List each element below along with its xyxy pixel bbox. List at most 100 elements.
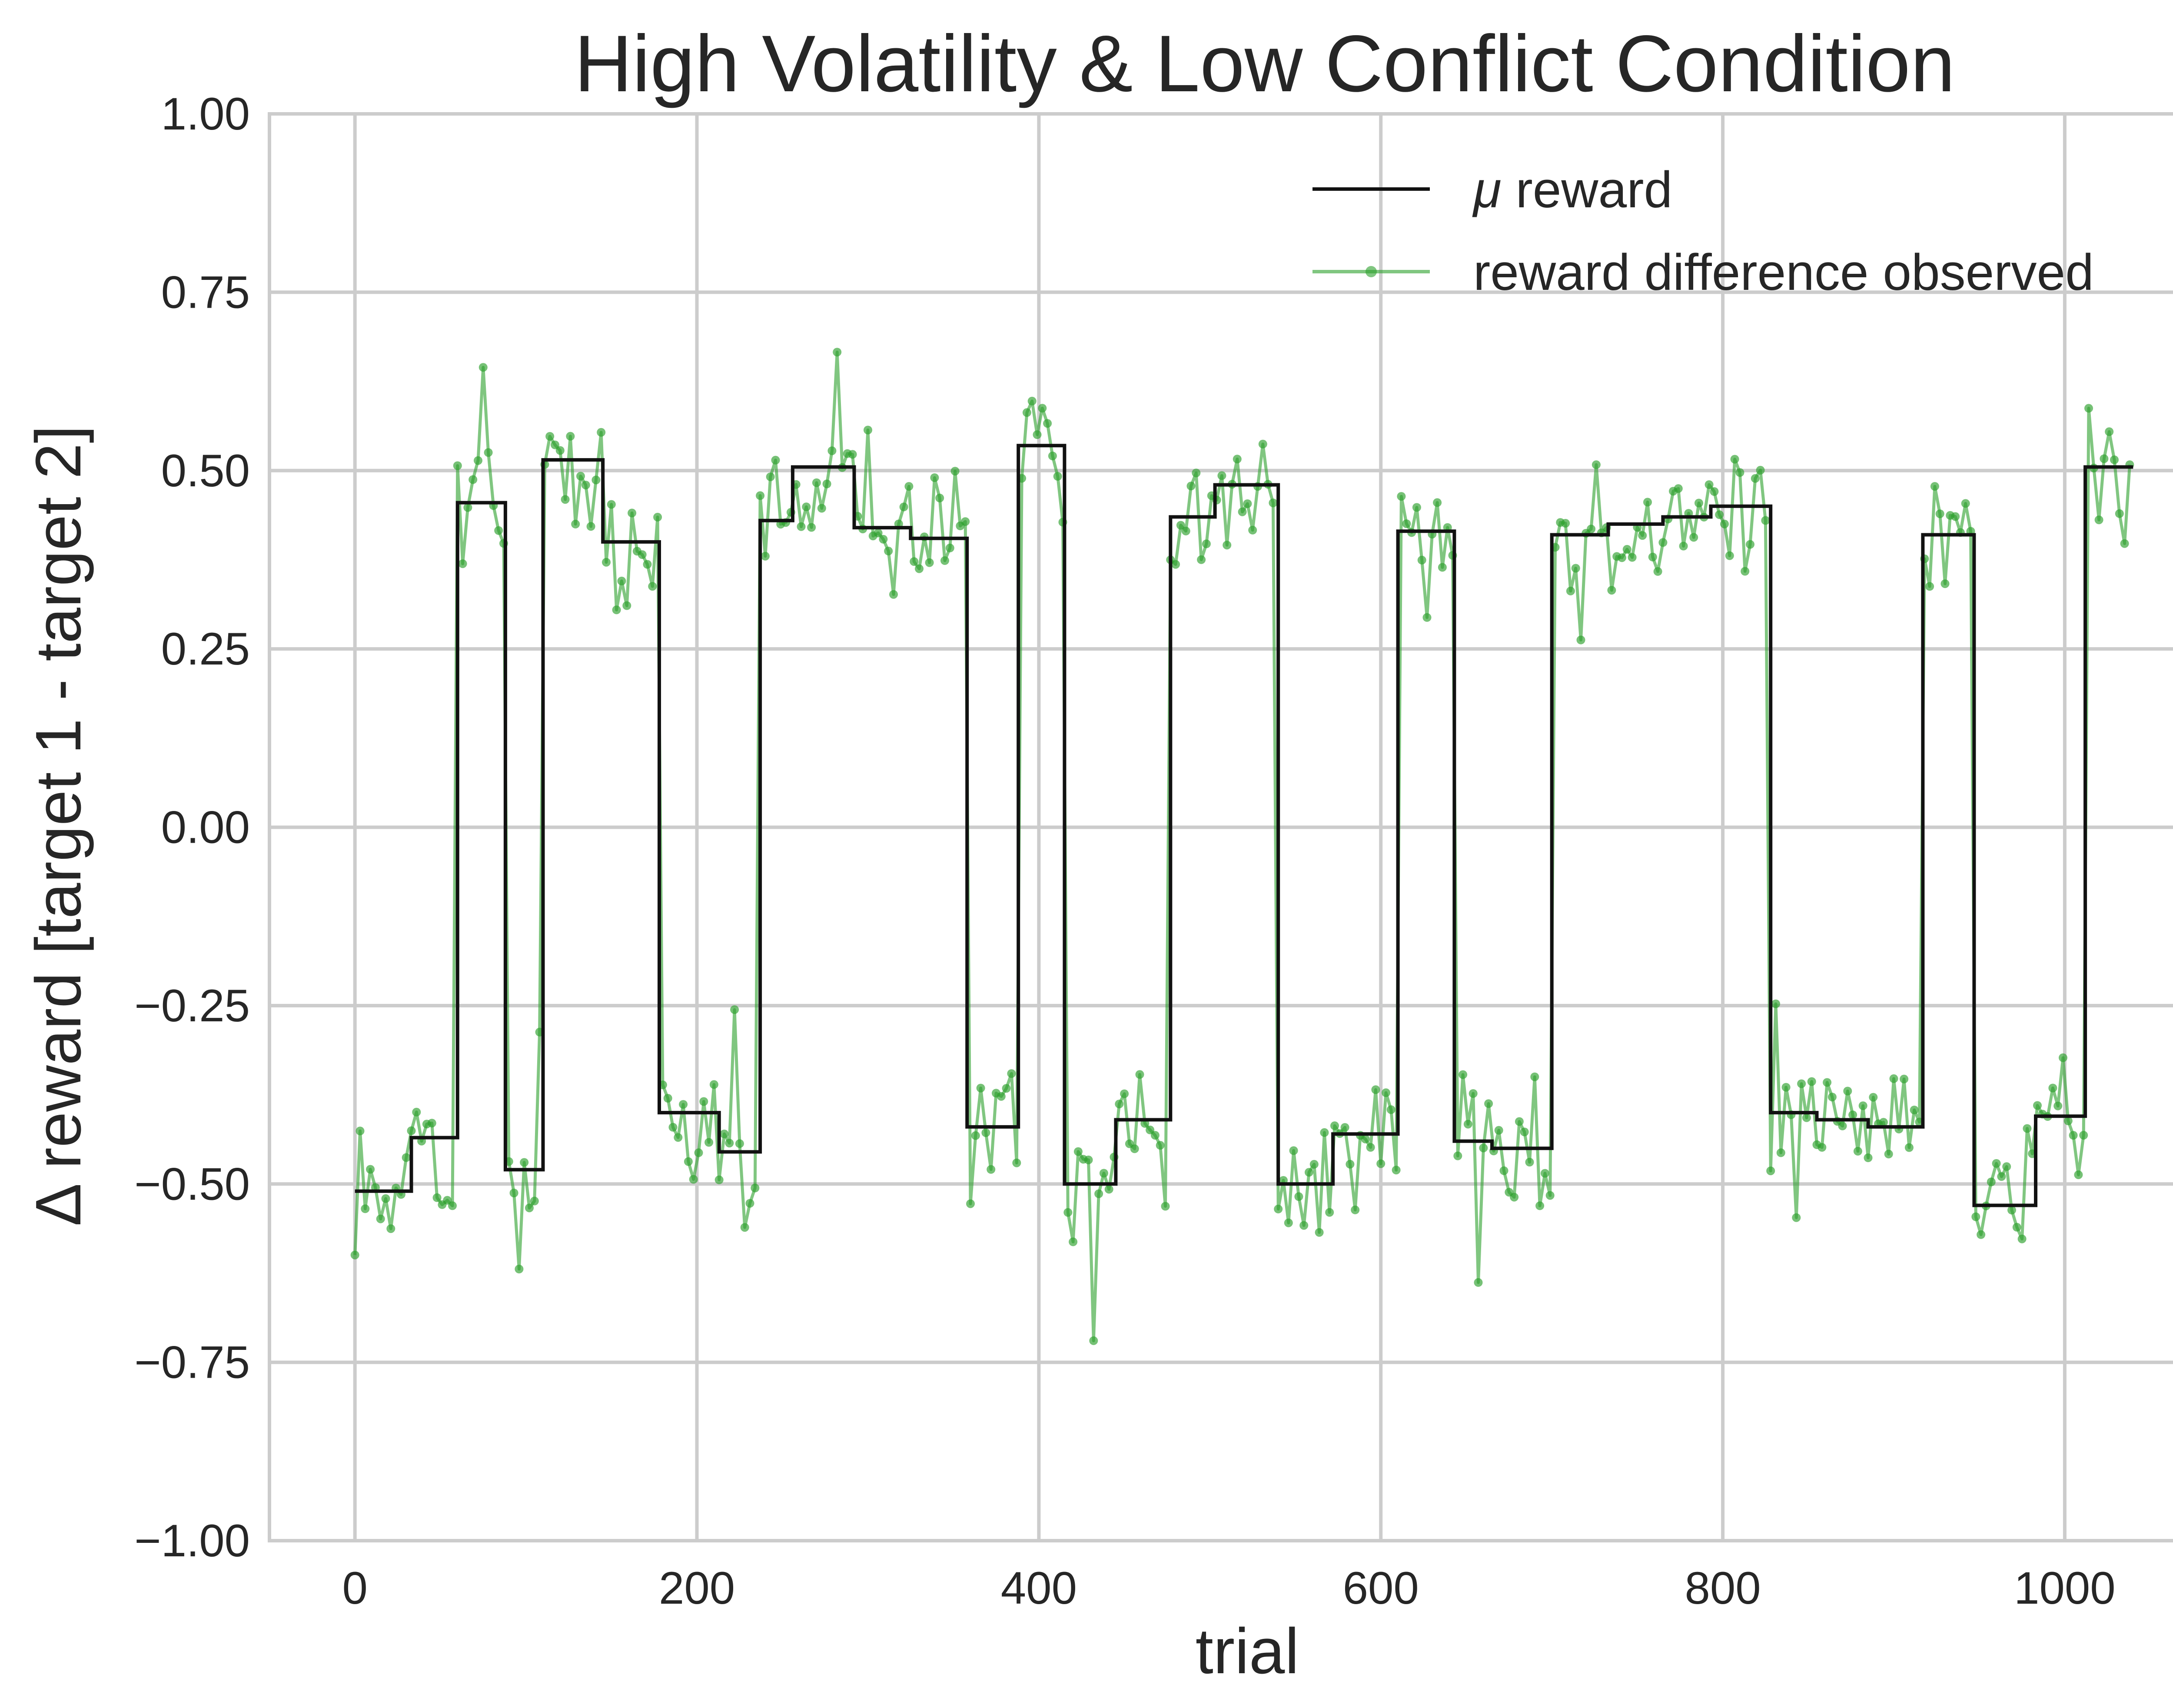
observed-point bbox=[1858, 1101, 1867, 1110]
legend-mu-label: μ reward bbox=[1472, 161, 1672, 219]
observed-point bbox=[1027, 396, 1037, 405]
observed-point bbox=[1217, 471, 1226, 480]
chart-title: High Volatility & Low Conflict Condition bbox=[574, 19, 1955, 109]
observed-point bbox=[1469, 1089, 1478, 1098]
observed-point bbox=[432, 1193, 442, 1202]
y-tick-labels: −1.00 −0.75 −0.50 −0.25 0.00 0.25 0.50 0.75 1.00 bbox=[134, 89, 250, 1566]
observed-point bbox=[833, 348, 842, 357]
observed-point bbox=[1792, 1213, 1801, 1222]
observed-point bbox=[2033, 1101, 2042, 1110]
observed-point bbox=[2069, 1131, 2078, 1140]
observed-point bbox=[1161, 1202, 1170, 1211]
observed-point bbox=[2115, 509, 2124, 518]
observed-point bbox=[1351, 1205, 1360, 1214]
observed-point bbox=[1520, 1127, 1529, 1136]
observed-point bbox=[971, 1131, 980, 1140]
observed-point bbox=[1346, 1160, 1355, 1169]
observed-point bbox=[1315, 1228, 1324, 1237]
observed-point bbox=[966, 1199, 975, 1208]
observed-point bbox=[607, 500, 616, 509]
y-tick-label: 0.75 bbox=[161, 267, 250, 318]
observed-point bbox=[1243, 499, 1252, 508]
observed-point bbox=[751, 1183, 760, 1193]
observed-point bbox=[1674, 484, 1683, 493]
observed-point bbox=[1386, 1105, 1396, 1114]
y-tick-label: −1.00 bbox=[134, 1515, 250, 1566]
observed-point bbox=[412, 1107, 421, 1117]
observed-point bbox=[1751, 474, 1760, 483]
observed-point bbox=[874, 528, 883, 538]
observed-point bbox=[797, 522, 806, 531]
observed-point bbox=[638, 550, 647, 559]
observed-point bbox=[802, 502, 811, 512]
observed-point bbox=[576, 472, 585, 481]
observed-point bbox=[1592, 460, 1601, 469]
observed-point bbox=[1910, 1106, 1919, 1114]
observed-point bbox=[1330, 1121, 1339, 1130]
observed-point bbox=[427, 1119, 436, 1128]
observed-point bbox=[1305, 1168, 1313, 1177]
observed-point bbox=[1618, 553, 1626, 562]
observed-point bbox=[904, 482, 914, 491]
observed-point bbox=[1807, 1077, 1816, 1086]
observed-point bbox=[1171, 560, 1180, 569]
observed-point bbox=[1771, 999, 1780, 1008]
observed-point bbox=[1940, 579, 1950, 588]
observed-point bbox=[1638, 531, 1647, 540]
plot-frame bbox=[268, 112, 2173, 1542]
observed-point bbox=[2105, 427, 2114, 436]
observed-point bbox=[945, 543, 954, 552]
legend-observed-label: reward difference observed bbox=[1473, 244, 2094, 301]
observed-point bbox=[1073, 1147, 1083, 1156]
observed-point bbox=[2053, 1101, 2063, 1110]
observed-point bbox=[694, 1148, 703, 1157]
observed-point bbox=[709, 1080, 718, 1089]
observed-point bbox=[1186, 482, 1196, 491]
observed-point bbox=[1248, 525, 1257, 535]
observed-point bbox=[1545, 1191, 1555, 1200]
observed-point bbox=[1510, 1193, 1519, 1202]
observed-point bbox=[2094, 515, 2103, 525]
observed-point bbox=[555, 446, 565, 455]
observed-point bbox=[1033, 430, 1042, 439]
observed-point bbox=[668, 1123, 678, 1132]
observed-point bbox=[2074, 1170, 2083, 1180]
observed-point bbox=[771, 455, 780, 465]
observed-point bbox=[1433, 498, 1442, 507]
observed-point bbox=[2084, 404, 2093, 413]
observed-point bbox=[822, 479, 831, 488]
observed-point bbox=[663, 1094, 672, 1103]
observed-point bbox=[643, 560, 652, 569]
observed-point bbox=[1817, 1143, 1827, 1152]
observed-point bbox=[1884, 1150, 1893, 1159]
observed-point bbox=[1761, 516, 1770, 525]
observed-point bbox=[1735, 468, 1744, 477]
observed-point bbox=[740, 1223, 749, 1232]
observed-point bbox=[915, 564, 924, 573]
observed-point bbox=[1417, 555, 1426, 565]
observed-point bbox=[366, 1165, 375, 1174]
observed-point bbox=[586, 522, 595, 531]
observed-point bbox=[997, 1092, 1006, 1101]
observed-point bbox=[515, 1265, 524, 1273]
x-tick-label: 600 bbox=[1343, 1563, 1419, 1614]
observed-point bbox=[976, 1083, 985, 1093]
y-tick-label: 1.00 bbox=[161, 89, 250, 140]
observed-point bbox=[807, 523, 816, 532]
y-tick-label: 0.50 bbox=[161, 445, 250, 496]
observed-point bbox=[1643, 498, 1652, 507]
observed-point bbox=[1422, 613, 1432, 622]
observed-point bbox=[1320, 1128, 1329, 1137]
observed-point bbox=[1628, 553, 1637, 562]
observed-point bbox=[453, 461, 462, 470]
observed-point bbox=[530, 1196, 539, 1206]
observed-point bbox=[761, 552, 770, 561]
observed-point bbox=[735, 1139, 744, 1148]
observed-point bbox=[1889, 1074, 1898, 1083]
observed-point bbox=[827, 446, 837, 455]
y-gridlines bbox=[269, 112, 2173, 1542]
observed-point bbox=[1561, 519, 1570, 528]
observed-point bbox=[1269, 498, 1278, 508]
observed-point bbox=[1325, 1208, 1334, 1217]
observed-point bbox=[1515, 1117, 1524, 1126]
